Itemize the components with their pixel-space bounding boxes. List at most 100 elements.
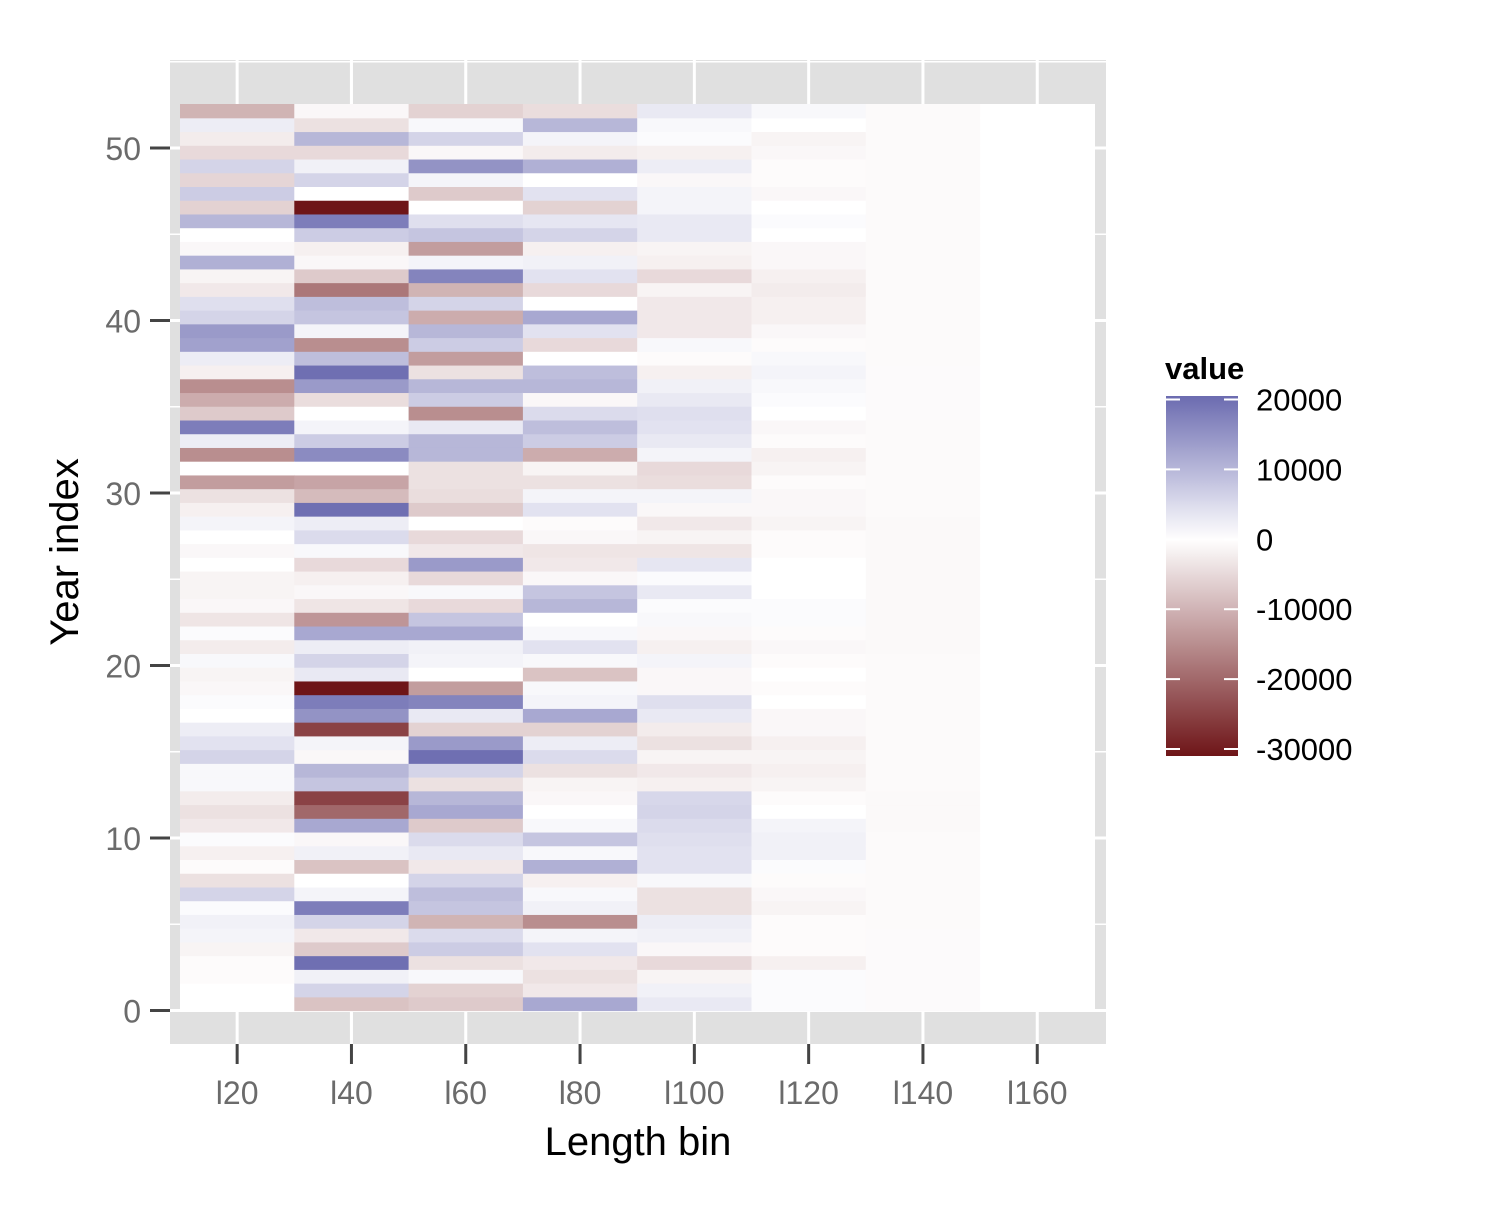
heatmap-cell: [980, 942, 1095, 956]
y-tick-label: 30: [105, 476, 141, 512]
heatmap-cell: [980, 763, 1095, 777]
heatmap-cell: [409, 296, 524, 310]
heatmap-cell: [294, 598, 409, 612]
heatmap-cell: [637, 447, 752, 461]
heatmap-cell: [980, 186, 1095, 200]
heatmap-cell: [523, 228, 638, 242]
heatmap-cell: [866, 544, 981, 558]
heatmap-cell: [752, 214, 867, 228]
heatmap-cell: [866, 791, 981, 805]
heatmap-cell: [980, 873, 1095, 887]
heatmap-cell: [752, 887, 867, 901]
heatmap-cell: [180, 434, 295, 448]
heatmap-cell: [523, 708, 638, 722]
heatmap-cell: [980, 914, 1095, 928]
heatmap-cell: [637, 722, 752, 736]
heatmap-cell: [180, 791, 295, 805]
heatmap-cell: [294, 118, 409, 132]
heatmap-cell: [866, 653, 981, 667]
heatmap-cell: [752, 557, 867, 571]
heatmap-cell: [523, 598, 638, 612]
heatmap-cell: [180, 626, 295, 640]
heatmap-cell: [752, 406, 867, 420]
heatmap-cell: [866, 296, 981, 310]
heatmap-cell: [980, 530, 1095, 544]
heatmap-cell: [294, 255, 409, 269]
heatmap-cell: [752, 516, 867, 530]
x-tick-label: l20: [216, 1075, 259, 1111]
heatmap-cell: [523, 681, 638, 695]
heatmap-cell: [409, 791, 524, 805]
heatmap-cell: [866, 571, 981, 585]
heatmap-cell: [180, 846, 295, 860]
heatmap-cell: [523, 818, 638, 832]
heatmap-cell: [409, 447, 524, 461]
heatmap-cell: [523, 887, 638, 901]
heatmap-cell: [866, 708, 981, 722]
heatmap-cell: [980, 969, 1095, 983]
heatmap-cell: [752, 585, 867, 599]
heatmap-cell: [409, 241, 524, 255]
heatmap-cell: [523, 104, 638, 118]
heatmap-cell: [523, 145, 638, 159]
heatmap-cell: [409, 516, 524, 530]
heatmap-cell: [294, 640, 409, 654]
heatmap-cell: [409, 846, 524, 860]
heatmap-cell: [523, 544, 638, 558]
heatmap-cell: [866, 475, 981, 489]
heatmap-cell: [523, 530, 638, 544]
heatmap-cell: [752, 228, 867, 242]
heatmap-cell: [180, 159, 295, 173]
heatmap-cell: [523, 846, 638, 860]
heatmap-cell: [637, 379, 752, 393]
heatmap-cell: [523, 914, 638, 928]
heatmap-cell: [980, 750, 1095, 764]
heatmap-cell: [294, 736, 409, 750]
heatmap-cell: [637, 983, 752, 997]
heatmap-cell: [637, 653, 752, 667]
heatmap-cell: [866, 310, 981, 324]
heatmap-cell: [866, 722, 981, 736]
heatmap-cell: [980, 447, 1095, 461]
heatmap-cell: [294, 145, 409, 159]
heatmap-cell: [752, 489, 867, 503]
heatmap-cell: [409, 269, 524, 283]
heatmap-cell: [866, 667, 981, 681]
heatmap-cell: [523, 997, 638, 1011]
heatmap-cell: [294, 420, 409, 434]
heatmap-cell: [866, 145, 981, 159]
heatmap-cell: [866, 461, 981, 475]
heatmap-cell: [866, 736, 981, 750]
x-tick-label: l140: [893, 1075, 954, 1111]
heatmap-cell: [180, 392, 295, 406]
heatmap-cell: [180, 708, 295, 722]
heatmap-cell: [866, 804, 981, 818]
heatmap-cell: [294, 997, 409, 1011]
heatmap-cell: [523, 640, 638, 654]
heatmap-cell: [752, 956, 867, 970]
heatmap-cell: [294, 104, 409, 118]
heatmap-cell: [409, 461, 524, 475]
heatmap-cell: [866, 681, 981, 695]
heatmap-cell: [523, 901, 638, 915]
heatmap-cell: [752, 159, 867, 173]
heatmap-cell: [180, 351, 295, 365]
heatmap-cell: [980, 489, 1095, 503]
heatmap-cell: [294, 269, 409, 283]
heatmap-cell: [637, 145, 752, 159]
heatmap-cell: [294, 296, 409, 310]
heatmap-cell: [637, 969, 752, 983]
heatmap-cell: [637, 777, 752, 791]
heatmap-cell: [637, 159, 752, 173]
heatmap-cell: [409, 365, 524, 379]
heatmap-cell: [980, 269, 1095, 283]
heatmap-cell: [294, 214, 409, 228]
heatmap-cell: [752, 379, 867, 393]
heatmap-cell: [180, 131, 295, 145]
heatmap-cell: [980, 777, 1095, 791]
heatmap-cell: [980, 598, 1095, 612]
heatmap-cell: [294, 763, 409, 777]
heatmap-cell: [637, 241, 752, 255]
heatmap-cell: [980, 640, 1095, 654]
heatmap-cell: [752, 736, 867, 750]
